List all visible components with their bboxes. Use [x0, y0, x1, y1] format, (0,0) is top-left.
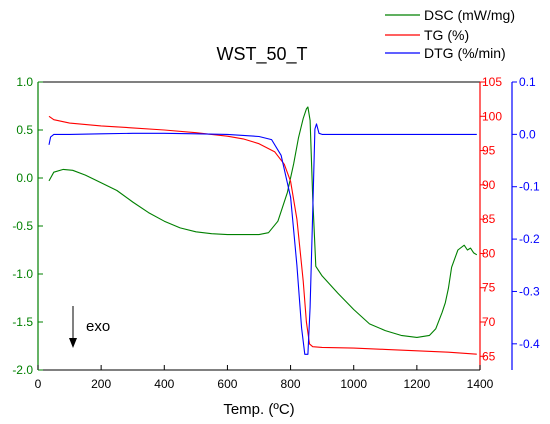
x-axis-ticks: 0 200 400 600 800 1000 1200 1400	[35, 365, 494, 391]
exo-annotation: exo	[86, 318, 110, 335]
tg-tick-label-7: 70	[482, 315, 496, 329]
x-tick-label-6: 1200	[404, 377, 431, 391]
dtg-tick-label-1: 0.0	[519, 127, 536, 141]
legend-label-0: DSC (mW/mg)	[424, 7, 515, 23]
x-tick-label-3: 600	[217, 377, 237, 391]
x-tick-label-5: 1000	[340, 377, 367, 391]
tg-tick-label-6: 75	[482, 281, 496, 295]
dsc-tick-label-0: 1.0	[16, 75, 33, 89]
tg-tick-label-1: 100	[482, 109, 502, 123]
x-tick-label-0: 0	[35, 377, 42, 391]
x-tick-label-1: 200	[91, 377, 111, 391]
legend-label-1: TG (%)	[424, 27, 469, 43]
tg-axis-ticks: 105 100 95 90 85 80 75 70 65	[480, 75, 502, 363]
dtg-tick-label-3: -0.2	[519, 232, 540, 246]
tg-tick-label-4: 85	[482, 212, 496, 226]
legend: DSC (mW/mg) TG (%) DTG (%/min)	[385, 7, 515, 61]
dsc-tick-label-1: 0.5	[16, 123, 33, 137]
exo-arrow-icon	[69, 338, 77, 348]
tg-tick-label-5: 80	[482, 246, 496, 260]
x-tick-label-4: 800	[281, 377, 301, 391]
legend-label-2: DTG (%/min)	[424, 45, 506, 61]
tg-tick-label-3: 90	[482, 178, 496, 192]
x-tick-label-2: 400	[154, 377, 174, 391]
series-lines	[48, 106, 478, 355]
dsc-tick-label-2: 0.0	[16, 171, 33, 185]
dtg-tick-label-0: 0.1	[519, 75, 536, 89]
dtg-tick-label-5: -0.4	[519, 337, 540, 351]
dsc-tick-label-3: -0.5	[12, 219, 33, 233]
chart-title: WST_50_T	[216, 44, 307, 65]
dsc-tick-label-5: -1.5	[12, 315, 33, 329]
dsc-tick-label-4: -1.0	[12, 267, 33, 281]
tg-tick-label-8: 65	[482, 349, 496, 363]
dtg-tick-label-2: -0.1	[519, 180, 540, 194]
tg-tick-label-2: 95	[482, 144, 496, 158]
dtg-axis-ticks: 0.1 0.0 -0.1 -0.2 -0.3 -0.4	[512, 75, 540, 351]
dtg-tick-label-4: -0.3	[519, 284, 540, 298]
x-tick-label-7: 1400	[467, 377, 494, 391]
x-axis-label: Temp. (ºC)	[223, 401, 294, 418]
tg-tick-label-0: 105	[482, 75, 502, 89]
series-line-0	[48, 106, 478, 338]
dsc-tick-label-6: -2.0	[12, 363, 33, 377]
series-line-2	[48, 123, 477, 355]
dsc-axis-ticks: 1.0 0.5 0.0 -0.5 -1.0 -1.5 -2.0	[12, 75, 43, 377]
series-line-1	[48, 115, 477, 355]
